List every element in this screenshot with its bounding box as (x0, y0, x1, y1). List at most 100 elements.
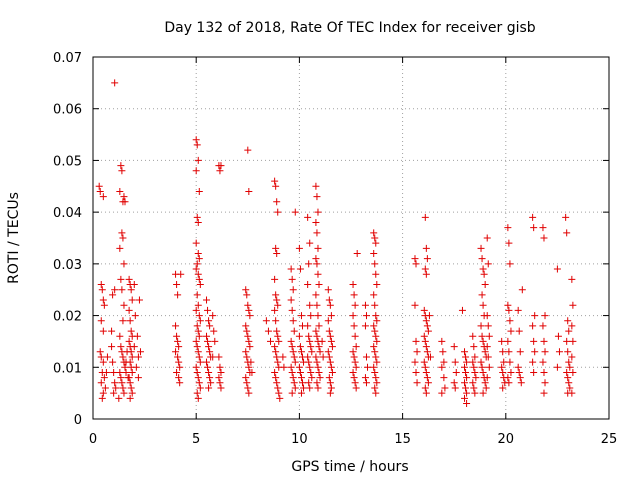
data-point (312, 218, 320, 226)
data-point (499, 368, 507, 376)
data-point (485, 332, 493, 340)
data-point (318, 337, 326, 345)
data-point (192, 136, 200, 144)
data-point (306, 363, 314, 371)
data-point (413, 379, 421, 387)
data-point (325, 327, 333, 335)
data-point (273, 327, 281, 335)
data-point (134, 353, 142, 361)
data-point (307, 312, 315, 320)
data-point (295, 363, 303, 371)
data-point (529, 358, 537, 366)
data-point (506, 317, 514, 325)
data-point (438, 389, 446, 397)
data-point (134, 374, 142, 382)
data-point (372, 374, 380, 382)
data-point (361, 301, 369, 309)
data-point (195, 379, 203, 387)
data-point (118, 167, 126, 175)
y-tick-label: 0.04 (53, 206, 82, 221)
data-point (119, 384, 127, 392)
data-point (296, 343, 304, 351)
data-point (271, 177, 279, 185)
data-point (173, 368, 181, 376)
data-point (274, 301, 282, 309)
data-point (562, 213, 570, 221)
data-point (313, 332, 321, 340)
data-point (194, 250, 202, 258)
data-point (507, 327, 515, 335)
data-point (110, 368, 118, 376)
data-point (529, 213, 537, 221)
data-point (499, 348, 507, 356)
data-point (305, 260, 313, 268)
data-point (351, 379, 359, 387)
data-point (438, 363, 446, 371)
data-point (371, 260, 379, 268)
data-point (176, 363, 184, 371)
data-point (111, 286, 119, 294)
data-point (194, 374, 202, 382)
data-point (423, 322, 431, 330)
data-point (564, 348, 572, 356)
data-point (300, 384, 308, 392)
data-point (554, 332, 562, 340)
data-point (505, 379, 513, 387)
data-point (315, 281, 323, 289)
data-point (108, 327, 116, 335)
data-point (245, 363, 253, 371)
data-point (305, 358, 313, 366)
data-point (372, 353, 380, 361)
data-point (325, 353, 333, 361)
data-point (196, 358, 204, 366)
data-point (314, 270, 322, 278)
data-point (267, 337, 275, 345)
data-point (130, 281, 138, 289)
data-point (305, 332, 313, 340)
data-point (370, 322, 378, 330)
data-point (315, 343, 323, 351)
data-point (97, 379, 105, 387)
data-point (349, 348, 357, 356)
data-point (304, 353, 312, 361)
data-point (371, 348, 379, 356)
data-point (245, 337, 253, 345)
data-point (469, 332, 477, 340)
data-point (194, 348, 202, 356)
data-point (420, 358, 428, 366)
data-point (500, 358, 508, 366)
data-point (243, 353, 251, 361)
data-point (298, 379, 306, 387)
axis-ticks (92, 56, 610, 420)
data-point (423, 255, 431, 263)
data-point (504, 224, 512, 232)
data-point (421, 265, 429, 273)
data-point (116, 244, 124, 252)
data-point (312, 353, 320, 361)
data-point (352, 343, 360, 351)
data-point (193, 368, 201, 376)
data-point (423, 374, 431, 382)
data-point (314, 384, 322, 392)
data-point (291, 384, 299, 392)
data-point (115, 394, 123, 402)
data-point (529, 322, 537, 330)
data-point (127, 286, 135, 294)
data-point (479, 389, 487, 397)
data-point (120, 193, 128, 201)
data-point (176, 379, 184, 387)
data-point (274, 384, 282, 392)
data-point (531, 348, 539, 356)
data-point (477, 244, 485, 252)
data-point (116, 332, 124, 340)
data-point (136, 348, 144, 356)
data-point (421, 337, 429, 345)
data-point (215, 353, 223, 361)
data-point (193, 213, 201, 221)
data-point (352, 384, 360, 392)
data-point (242, 322, 250, 330)
data-point (288, 389, 296, 397)
data-point (195, 312, 203, 320)
data-point (422, 343, 430, 351)
data-point (116, 368, 124, 376)
